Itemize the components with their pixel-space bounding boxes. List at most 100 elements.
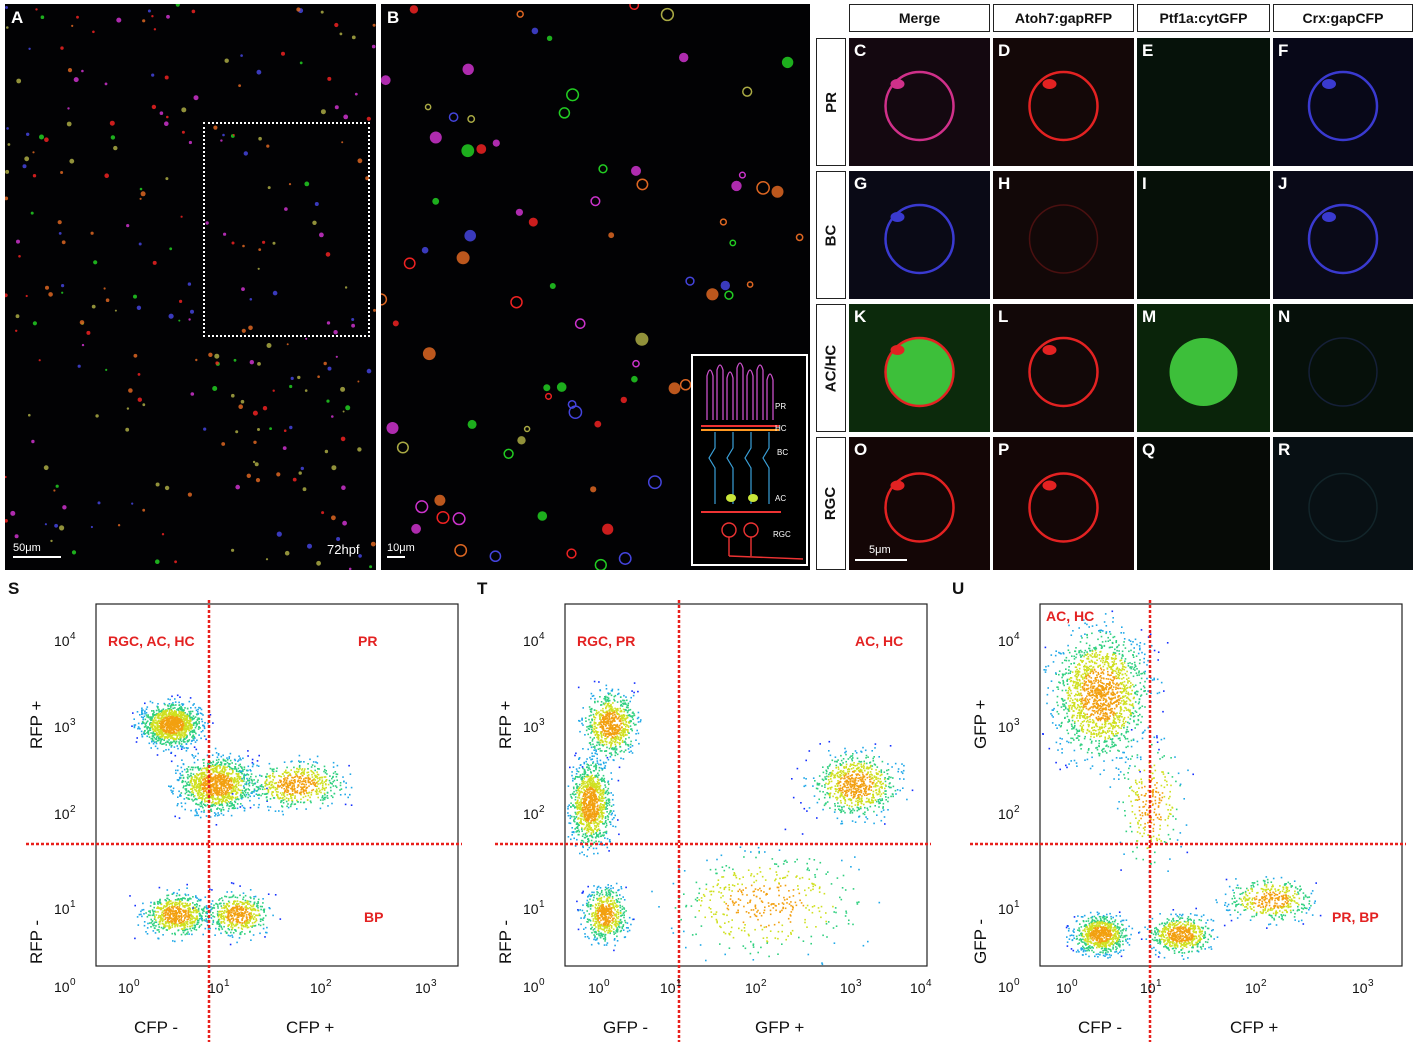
panel-a-scale-label: 50μm [13,542,41,554]
cell-dot [307,543,312,549]
cell-dot [76,15,79,19]
x-tick-exponent: 1 [224,978,230,989]
cell-membrane [1028,336,1099,408]
cell-dot [55,484,59,488]
cell-nucleus-spot [1042,79,1057,89]
y-axis-label-positive: GFP + [971,700,990,749]
cell-dot [44,523,48,526]
y-axis-label-positive: RFP + [27,701,46,749]
cell-dot [331,515,336,521]
cell-dot [647,475,662,490]
cell-dot [729,239,737,247]
cell-dot [462,63,474,75]
cell-dot [286,343,289,346]
cell-dot [719,218,728,226]
cell-dot [105,368,108,371]
cell-dot [396,441,409,454]
cell-dot [334,105,339,110]
cell-dot [57,220,62,225]
cell-dot [62,505,67,510]
cell-dot [327,366,332,371]
cell-dot [503,448,514,459]
panel-letter-m: M [1142,307,1157,326]
cell-dot [32,321,37,326]
x-axis-label-negative: CFP - [1078,1018,1122,1037]
cell-dot [632,359,640,368]
y-axis-label-negative: RFP - [496,920,515,964]
cell-dot [67,68,73,73]
y-tick-exponent: 2 [539,804,545,815]
y-tick-label: 10 [998,719,1014,735]
cell-dot [296,7,301,12]
cell-dot [284,207,288,211]
cell-dot [454,543,468,557]
x-tick-label: 10 [118,980,134,996]
cell-dot [602,523,614,535]
panel-letter-h: H [998,174,1011,193]
cell-dot [476,144,487,154]
cell-dot [203,427,207,431]
cell-dot [434,494,446,506]
column-header-crx: Crx:gapCFP [1273,4,1413,32]
cell-dot [117,524,121,527]
cell-dot [26,132,30,136]
cell-dot [319,232,324,238]
cell-dot [369,565,373,569]
cell-dot [191,9,196,14]
x-axis-label-positive: CFP + [286,1018,334,1037]
cell-dot [249,360,254,365]
cell-dot [334,22,339,28]
cell-dot [242,244,245,248]
panel-b-micrograph: B 10μm PR HC [381,4,810,570]
cell-dot [181,130,185,134]
cell-dot [284,550,290,556]
x-tick-exponent: 3 [1368,978,1374,989]
y-tick-label: 10 [998,901,1014,917]
cell-dot [489,550,502,563]
cell-dot [138,242,142,246]
cell-dot [215,361,219,365]
panel-letter-l: L [998,307,1009,326]
cell-dot [781,56,794,69]
cell-dot [660,7,675,22]
cell-dot [253,440,257,444]
cell-dot [742,86,753,97]
cell-nucleus-spot [890,480,905,491]
cell-membrane [884,70,955,142]
cell-dot [370,541,376,547]
cell-dot [326,321,331,325]
density-points [129,694,353,946]
cell-dot [351,318,355,321]
cell-dot [79,320,85,325]
column-header-merge: Merge [849,4,990,32]
cell-dot [409,5,419,14]
cell-dot [304,389,308,392]
cell-nucleus-spot [890,212,905,222]
cell-dot [178,319,181,322]
cell-dot [67,107,70,110]
cell-dot [224,58,229,63]
y-tick-label: 10 [523,719,539,735]
y-axis-label-positive: RFP + [496,701,515,749]
cell-dot [220,139,223,142]
cell-dot [212,386,218,391]
cell-dot [590,196,601,207]
y-tick-exponent: 4 [70,631,76,642]
x-tick-exponent: 4 [926,978,932,989]
density-points [567,680,914,966]
cell-dot [60,171,64,174]
cell-dot [187,282,192,286]
panel-letter-f: F [1278,41,1289,60]
cell-dot [28,47,31,50]
cell-dot [523,425,531,433]
cell-dot [257,428,260,431]
cell-dot [289,425,293,430]
cell-dot [113,145,118,151]
cell-dot [411,523,421,534]
panel-letter-i: I [1142,174,1147,193]
cell-dot [179,299,183,303]
cell-dot [302,487,307,492]
cell-panel-r: R [1273,437,1413,570]
cell-dot [7,143,11,146]
